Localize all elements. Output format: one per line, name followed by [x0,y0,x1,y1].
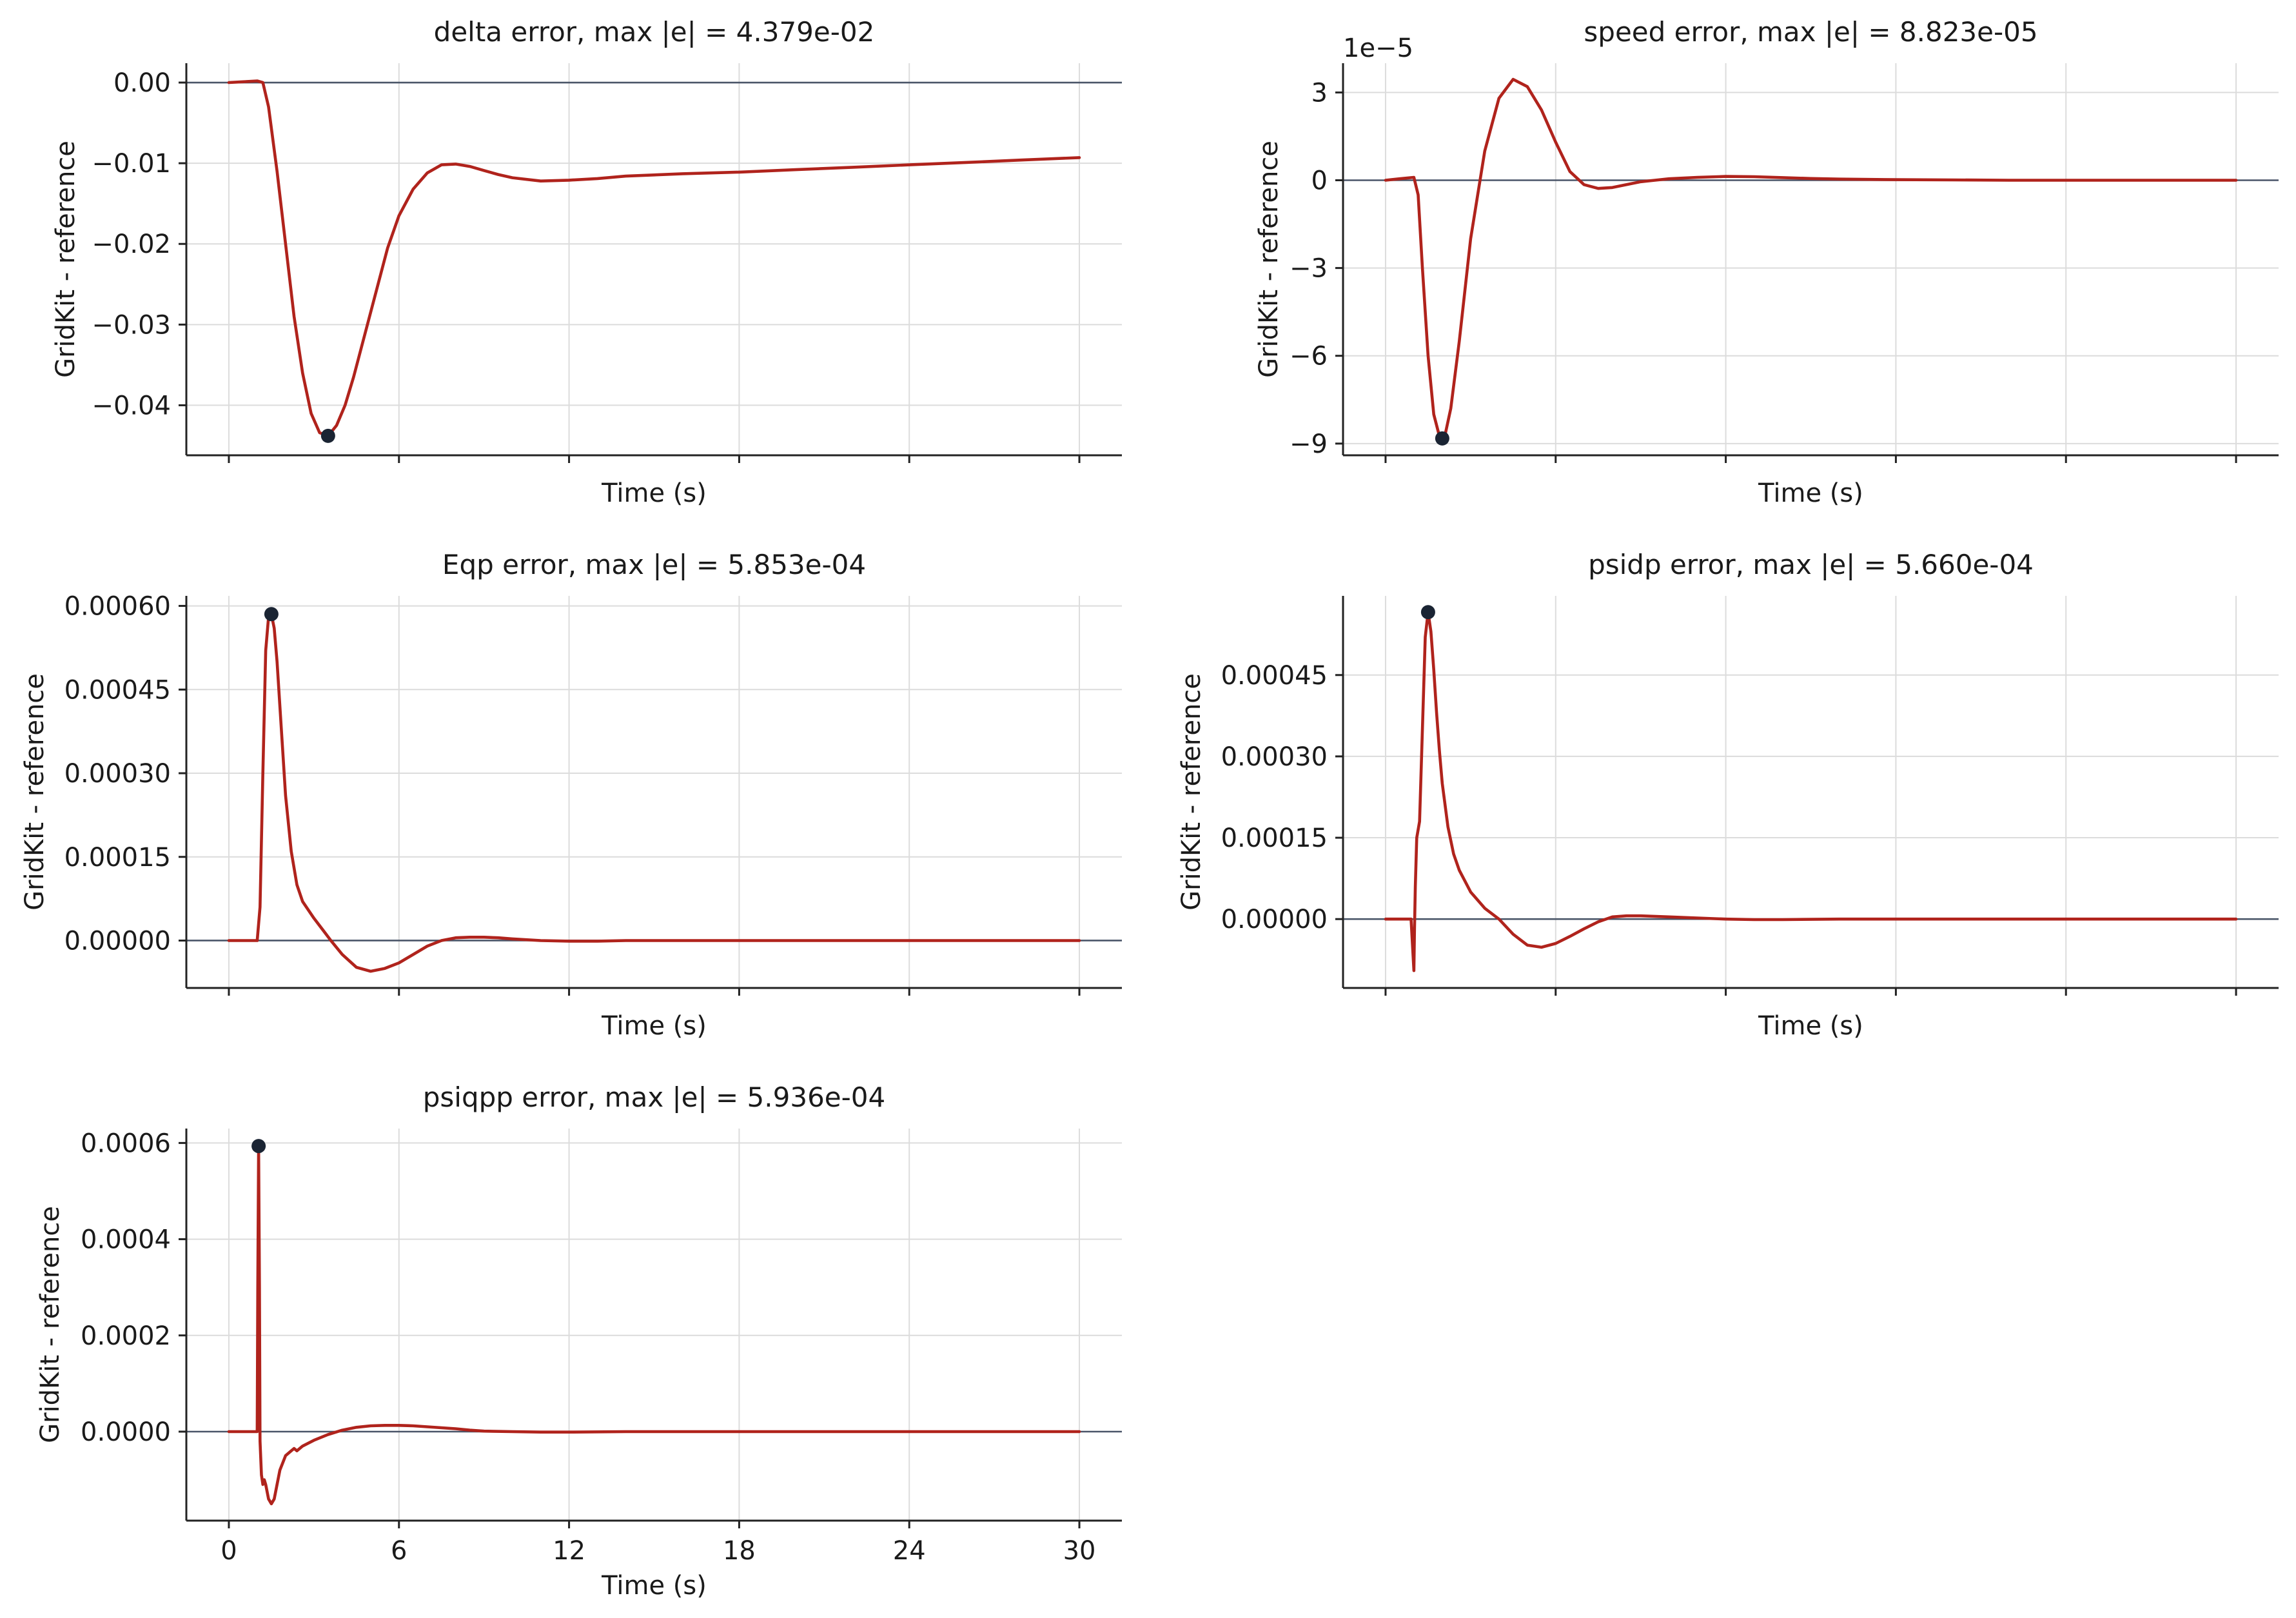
chart-panel: 3 0 −3 −6 −9 1e−5 speed error, max |e| = 8.823… [1254,16,2279,508]
y-tick-label: 0.0002 [81,1321,171,1351]
chart-panel: 0.00045 0.00030 0.00015 0.00000 psidp error,… [1177,549,2279,1041]
y-tick-label: 0.00000 [1221,905,1328,934]
y-tick-label: 3 [1311,78,1328,108]
error-series-line [1384,610,2238,972]
chart-title: speed error, max |e| = 8.823e-05 [1584,16,2037,48]
x-tick-label: 6 [391,1536,407,1566]
y-tick-label: 0.00 [113,68,171,98]
y-axis-label: GridKit - reference [20,673,50,911]
max-error-marker [320,428,335,443]
y-tick-label: −0.01 [92,149,171,179]
y-tick-label: 0.00045 [1221,661,1328,691]
max-error-marker [264,607,279,622]
x-axis-label: Time (s) [1758,478,1863,508]
error-series-line [1384,77,2238,440]
y-tick-label: 0.00000 [64,926,171,956]
x-axis-label: Time (s) [1758,1011,1863,1041]
error-series-line [227,1144,1081,1506]
chart-title: psiqpp error, max |e| = 5.936e-04 [423,1081,886,1113]
x-tick-label: 0 [221,1536,237,1566]
x-axis-label: Time (s) [601,478,707,508]
y-tick-label: 0.0006 [81,1129,171,1158]
error-series-line [227,613,1081,973]
chart-title: Eqp error, max |e| = 5.853e-04 [442,549,866,580]
x-tick-label: 30 [1063,1536,1096,1566]
y-tick-label: −0.03 [92,310,171,340]
chart-panel: 0.00 −0.01 −0.02 −0.03 −0.04 delta error, max… [51,16,1122,508]
y-tick-label: 0.00015 [64,843,171,873]
x-axis-label: Time (s) [601,1571,707,1601]
max-error-marker [1435,431,1449,446]
y-tick-label: −0.04 [92,391,171,420]
y-tick-label: 0.00060 [64,592,171,622]
chart-panel: 0 6 12 18 24 30 0.0006 0.0004 0.0002 0.0000 psiqpp… [35,1081,1122,1601]
max-error-marker [251,1139,266,1154]
y-tick-label: 0 [1311,166,1328,195]
chart-title: psidp error, max |e| = 5.660e-04 [1588,549,2034,580]
x-axis-label: Time (s) [601,1011,707,1041]
error-series-line [227,79,1081,438]
y-offset-label: 1e−5 [1343,34,1413,63]
y-tick-label: −6 [1290,342,1328,371]
y-tick-label: 0.0000 [81,1417,171,1447]
y-tick-label: 0.00030 [64,759,171,789]
y-tick-label: −9 [1290,429,1328,459]
y-tick-label: −3 [1290,254,1328,284]
y-tick-label: 0.00030 [1221,742,1328,772]
chart-title: delta error, max |e| = 4.379e-02 [434,16,875,48]
y-tick-label: 0.0004 [81,1225,171,1255]
y-axis-label: GridKit - reference [35,1206,65,1443]
x-tick-label: 12 [553,1536,585,1566]
y-tick-label: 0.00045 [64,675,171,705]
y-axis-label: GridKit - reference [51,141,81,378]
y-tick-label: −0.02 [92,230,171,259]
x-tick-label: 18 [723,1536,756,1566]
y-tick-label: 0.00015 [1221,824,1328,853]
y-axis-label: GridKit - reference [1177,673,1206,911]
max-error-marker [1420,605,1435,620]
x-tick-label: 24 [893,1536,926,1566]
chart-panel: 0.00060 0.00045 0.00030 0.00015 0.00000 Eqp e… [20,549,1122,1041]
y-axis-label: GridKit - reference [1254,141,1284,378]
